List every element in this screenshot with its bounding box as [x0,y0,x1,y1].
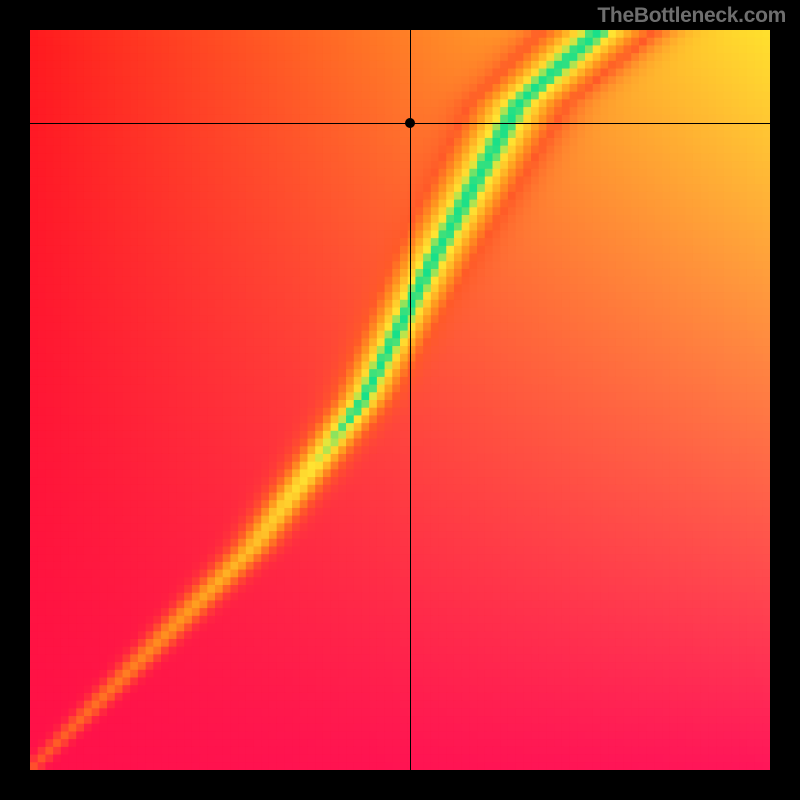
heatmap-chart [30,30,770,770]
heatmap-canvas [30,30,770,770]
page-title: TheBottleneck.com [597,4,786,28]
